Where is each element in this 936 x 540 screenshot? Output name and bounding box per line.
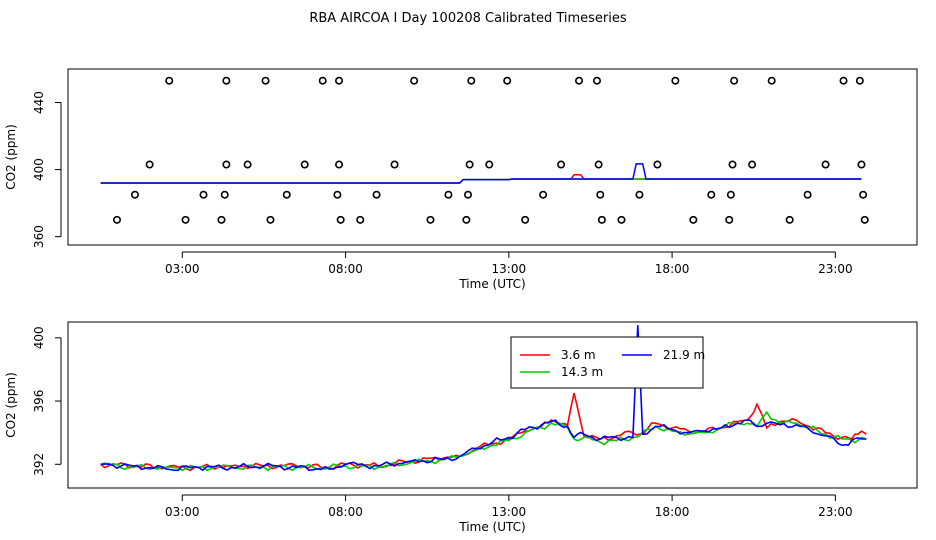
panel2-x-axis-label: Time (UTC)	[458, 520, 525, 534]
series-line-3-6-m	[100, 392, 867, 472]
panel1-data-point	[426, 215, 435, 224]
panel1-x-tick-label: 18:00	[655, 262, 690, 276]
panel1-data-point	[356, 215, 365, 224]
panel1-data-point	[282, 190, 291, 199]
panel1-x-axis-label: Time (UTC)	[458, 277, 525, 291]
legend-label: 14.3 m	[561, 365, 603, 379]
panel1-data-point	[333, 190, 342, 199]
panel1-data-point	[597, 215, 606, 224]
panel1-data-point	[222, 160, 231, 169]
panel1-data-point	[217, 215, 226, 224]
panel1-data-point	[335, 160, 344, 169]
panel1-data-point	[222, 76, 231, 85]
panel1-plot-frame	[67, 68, 918, 246]
panel1-x-tick-label: 08:00	[328, 262, 363, 276]
panel1-data-point	[266, 215, 275, 224]
legend-label: 21.9 m	[663, 348, 705, 362]
panel1-series-line-3	[100, 163, 862, 184]
panel1-data-point	[503, 76, 512, 85]
panel2-x-tick-label: 18:00	[655, 505, 690, 519]
panel2-y-tick-label: 392	[32, 453, 46, 476]
panel1-data-point	[857, 160, 866, 169]
panel1-data-point	[725, 215, 734, 224]
panel1-data-point	[165, 76, 174, 85]
panel1-data-point	[594, 160, 603, 169]
panel1-data-point	[444, 190, 453, 199]
panel1-data-point	[410, 76, 419, 85]
panel1-y-tick-label: 400	[32, 158, 46, 181]
panel1-data-point	[485, 160, 494, 169]
panel1-data-point	[539, 190, 548, 199]
panel1-data-point	[748, 160, 757, 169]
panel1-data-point	[336, 215, 345, 224]
panel1-data-point	[767, 76, 776, 85]
panel1-data-point	[300, 160, 309, 169]
panel1-data-point	[785, 215, 794, 224]
panel1-y-axis-label: CO2 (ppm)	[4, 124, 18, 190]
panel1-data-point	[575, 76, 584, 85]
panel2-x-tick-label: 23:00	[818, 505, 853, 519]
panel1-data-point	[145, 160, 154, 169]
panel1-data-point	[689, 215, 698, 224]
top-panel: 03:00 08:00 13:00 18:00 23:00 Time (UTC) 360 40…	[4, 68, 918, 291]
panel1-data-point	[635, 190, 644, 199]
panel1-data-point	[726, 190, 735, 199]
panel1-data-point	[521, 215, 530, 224]
panel1-data-point	[596, 190, 605, 199]
panel1-data-point	[728, 160, 737, 169]
panel1-data-point	[372, 190, 381, 199]
panel1-data-point	[112, 215, 121, 224]
panel1-data-point	[462, 215, 471, 224]
panel1-data-point	[181, 215, 190, 224]
legend-label: 3.6 m	[561, 348, 596, 362]
panel1-data-point	[199, 190, 208, 199]
panel2-y-axis-label: CO2 (ppm)	[4, 372, 18, 438]
panel1-y-tick-label: 440	[32, 91, 46, 114]
panel1-data-point	[465, 160, 474, 169]
panel1-x-tick-label: 23:00	[818, 262, 853, 276]
panel1-data-point	[467, 76, 476, 85]
panel1-x-tick-label: 03:00	[165, 262, 200, 276]
panel1-data-point	[839, 76, 848, 85]
panel1-data-point	[261, 76, 270, 85]
panel1-data-point	[859, 190, 868, 199]
panel1-data-point	[318, 76, 327, 85]
panel2-x-tick-label: 08:00	[328, 505, 363, 519]
panel1-data-point	[390, 160, 399, 169]
panel2-y-tick-label: 400	[32, 326, 46, 349]
bottom-panel: 03:00 08:00 13:00 18:00 23:00 Time (UTC) 392 39…	[4, 321, 918, 534]
legend: 3.6 m 21.9 m 14.3 m	[510, 336, 705, 389]
panel1-data-point	[557, 160, 566, 169]
panel1-data-point	[730, 76, 739, 85]
figure-title: RBA AIRCOA I Day 100208 Calibrated Times…	[309, 11, 627, 26]
series-line-21-9-m	[100, 325, 867, 472]
panel1-data-point	[860, 215, 869, 224]
panel1-data-point	[671, 76, 680, 85]
panel2-x-tick-label: 13:00	[492, 505, 527, 519]
legend-box	[510, 336, 704, 389]
panel1-data-point	[464, 190, 473, 199]
panel1-data-point	[821, 160, 830, 169]
panel1-x-tick-label: 13:00	[492, 262, 527, 276]
panel2-plot-frame	[67, 321, 918, 489]
panel2-y-tick-label: 396	[32, 390, 46, 413]
panel1-data-point	[855, 76, 864, 85]
panel1-data-point	[243, 160, 252, 169]
panel1-data-point	[653, 160, 662, 169]
panel1-data-point	[803, 190, 812, 199]
panel1-data-point	[220, 190, 229, 199]
panel1-data-point	[617, 215, 626, 224]
panel1-data-point	[592, 76, 601, 85]
panel1-data-point	[335, 76, 344, 85]
panel1-y-tick-label: 360	[32, 225, 46, 248]
panel2-x-tick-label: 03:00	[165, 505, 200, 519]
panel1-data-point	[707, 190, 716, 199]
panel1-data-point	[130, 190, 139, 199]
